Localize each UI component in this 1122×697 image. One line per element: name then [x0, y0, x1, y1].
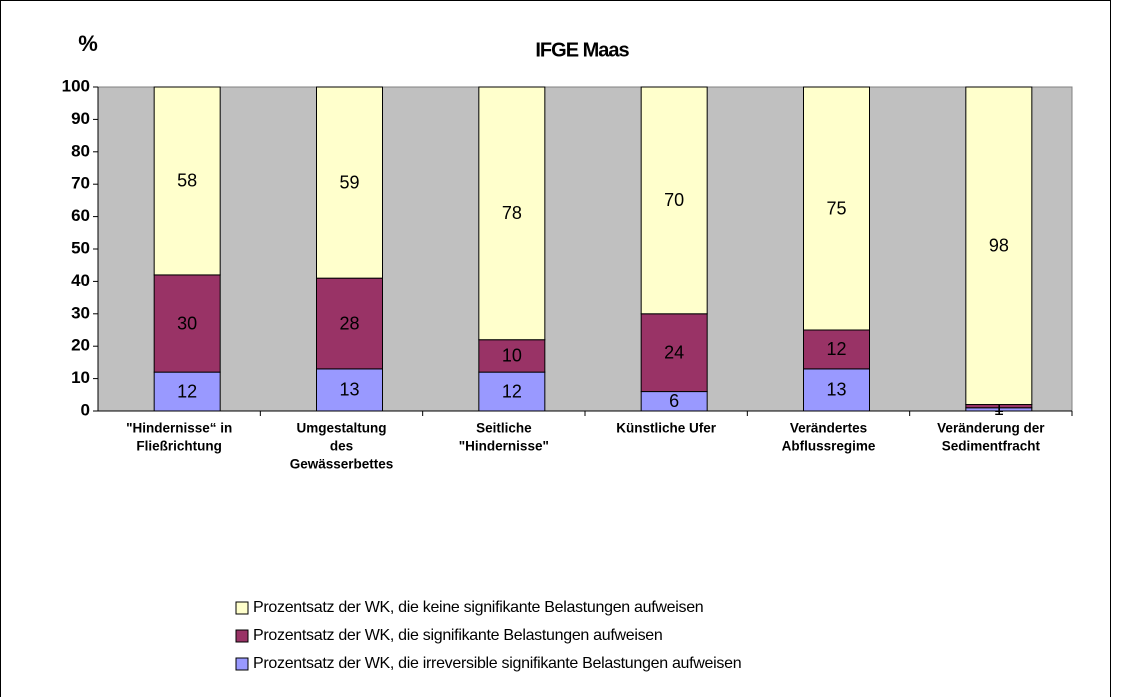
data-label: 28: [339, 313, 359, 333]
chart-title: IFGE Maas: [535, 39, 629, 61]
x-tick-label: Künstliche Ufer: [616, 421, 717, 436]
y-axis-label: %: [78, 31, 98, 56]
legend-label: Prozentsatz der WK, die keine signifikan…: [253, 599, 703, 616]
y-tick-label: 40: [71, 271, 90, 290]
y-tick-label: 100: [62, 76, 90, 95]
legend-swatch: [235, 601, 249, 615]
data-label: 13: [339, 380, 359, 400]
plot-area: [97, 86, 1073, 412]
bar-segment: [316, 368, 383, 412]
legend-label: Prozentsatz der WK, die signifikante Bel…: [253, 627, 663, 644]
legend-swatch: [235, 629, 249, 643]
y-tick-label: 80: [71, 141, 90, 160]
x-tick-label: Veränderung der: [937, 421, 1045, 436]
data-label: 24: [664, 342, 684, 362]
bar-segment: [478, 86, 546, 341]
legend-swatch: [235, 657, 249, 671]
x-tick-label: Fließrichtung: [136, 439, 222, 454]
legend-label: Prozentsatz der WK, die irreversible sig…: [253, 655, 741, 672]
data-label: 13: [826, 380, 846, 400]
data-label: 1: [994, 399, 1004, 419]
data-label: 78: [502, 203, 522, 223]
data-label: 98: [989, 236, 1009, 256]
bar-segment: [153, 371, 221, 412]
data-label: 10: [502, 346, 522, 366]
y-tick-label: 20: [71, 336, 90, 355]
x-tick-label: Seitliche: [476, 421, 532, 436]
bar-segment: [640, 313, 708, 393]
data-label: 75: [826, 198, 846, 218]
data-label: 1: [994, 396, 1004, 416]
x-tick-label: des: [330, 439, 353, 454]
data-label: 12: [177, 381, 197, 401]
data-label: 12: [502, 381, 522, 401]
x-tick-label: "Hindernisse": [459, 439, 549, 454]
bar-segment: [316, 86, 383, 279]
bar-segment: [965, 86, 1033, 406]
data-label: 58: [177, 171, 197, 191]
bar-segment: [153, 86, 221, 276]
x-tick-label: Verändertes: [790, 421, 867, 436]
y-tick-label: 30: [71, 303, 90, 322]
x-tick-label: "Hindernisse“ in: [126, 421, 232, 436]
bar-segment: [153, 274, 221, 373]
bar-segment: [316, 277, 383, 370]
data-label: 6: [669, 391, 679, 411]
bar-segment: [803, 368, 870, 412]
x-tick-label: Abflussregime: [782, 439, 876, 454]
data-label: 12: [826, 339, 846, 359]
x-tick-label: Sedimentfracht: [942, 439, 1041, 454]
x-tick-label: Gewässerbettes: [290, 457, 394, 472]
y-tick-label: 90: [71, 109, 90, 128]
y-tick-label: 50: [71, 238, 90, 257]
data-label: 59: [339, 172, 359, 192]
y-tick-label: 60: [71, 206, 90, 225]
data-label: 70: [664, 190, 684, 210]
bar-segment: [640, 86, 708, 315]
y-tick-label: 10: [71, 368, 90, 387]
bar-segment: [803, 86, 870, 331]
data-label: 30: [177, 313, 197, 333]
y-tick-label: 0: [81, 400, 90, 419]
x-tick-label: Umgestaltung: [296, 421, 386, 436]
bar-segment: [478, 339, 546, 373]
bar-segment: [803, 329, 870, 370]
y-tick-label: 70: [71, 174, 90, 193]
